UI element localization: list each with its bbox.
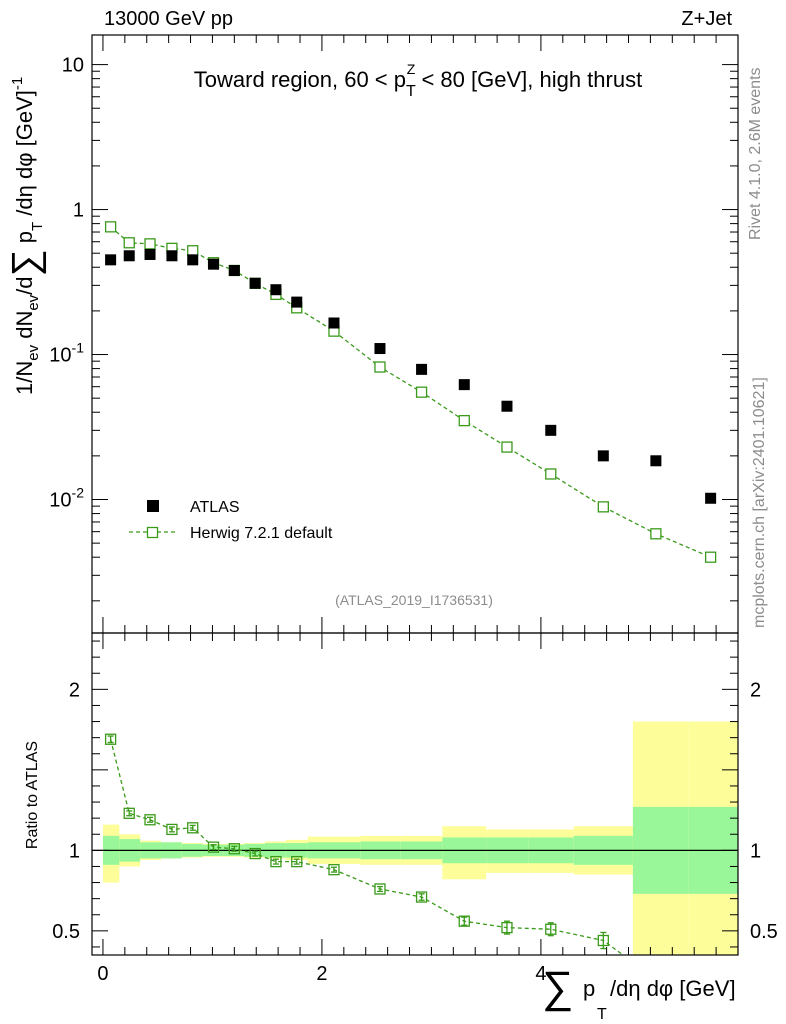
main-panel [91,34,739,634]
herwig-point [650,528,662,540]
atlas-point [249,277,261,289]
herwig-point [415,386,428,398]
herwig-point [187,245,199,257]
herwig-point [374,361,386,373]
rivet-label: Rivet 4.1.0, 2.6M events [747,67,764,240]
atlas-point [123,250,135,262]
ratio-y-tick-label-left: 0.5 [52,921,80,943]
herwig-ratio-point [328,864,340,876]
plot-title: Toward region, 60 < pTZ < 80 [GeV], high… [194,61,642,100]
plot-title-a: Toward region, 60 < p [194,67,406,92]
analysis-watermark: (ATLAS_2019_I1736531) [335,592,493,608]
x-axis-label-p: p [583,976,595,1001]
atlas-point [270,284,282,296]
legend-atlas-label: ATLAS [190,499,240,516]
herwig-ratio-point [123,807,135,819]
ratio-y-tick-label-right: 0.5 [750,921,778,943]
atlas-point [597,450,609,462]
herwig-ratio-point [166,823,178,836]
herwig-ratio-point [228,843,240,855]
herwig-ratio-point [104,733,117,745]
atlas-point [166,250,178,262]
herwig-ratio-point [291,855,303,868]
header-right-label: Z+Jet [681,8,732,30]
header-left-label: 13000 GeV pp [104,8,233,30]
atlas-point [705,492,717,504]
herwig-ratio-point [249,847,261,860]
atlas-point [545,424,557,436]
herwig-ratio-point [144,814,156,826]
legend-herwig-label: Herwig 7.2.1 default [190,525,333,542]
atlas-point [144,248,156,260]
ratio-y-tick-label-left: 1 [69,840,80,862]
legend-atlas-marker [147,500,159,512]
main-y-tick-label: 10-2 [49,485,84,512]
atlas-point [105,254,117,266]
herwig-ratio-point [187,822,199,834]
main-y-tick-label-exp: -2 [72,485,85,501]
x-tick-label: 2 [316,963,327,985]
x-axis-label: ∑ p T /dη dφ [GeV] [542,963,736,1023]
herwig-ratio-point [415,891,428,903]
herwig-ratio-point [270,855,282,868]
ratio-panel [91,632,739,956]
herwig-point [704,551,717,563]
herwig-ratio-point [545,923,557,935]
x-axis-label-sub: T [597,1006,607,1023]
atlas-point [458,379,470,391]
main-y-tick-label-exp: -1 [72,340,85,356]
herwig-point [458,414,470,427]
legend: ATLAS Herwig 7.2.1 default [129,499,333,542]
herwig-point [597,501,609,513]
plot-title-sup: Z [407,61,416,77]
herwig-point [545,468,557,480]
herwig-ratio-point [597,934,609,947]
atlas-point [208,258,220,270]
x-tick-label: 0 [97,963,108,985]
main-y-axis-label-text: 1/Nev dNev/d∑ pT /dη dφ [GeV]-1 [5,77,47,395]
atlas-point [416,363,428,375]
mcplots-label: mcplots.cern.ch [arXiv:2401.10621] [751,377,768,628]
ratio-y-axis-label: Ratio to ATLAS [24,741,41,849]
main-y-axis-label: 1/Nev dNev/d∑ pT /dη dφ [GeV]-1 [5,77,47,395]
main-y-tick-label: 10-1 [49,340,84,367]
herwig-ratio-point [458,915,470,927]
legend-herwig-marker [146,526,159,539]
herwig-point [501,441,513,453]
atlas-point [291,296,303,308]
ratio-y-tick-label-right: 2 [750,679,761,701]
herwig-point [123,237,135,249]
main-y-tick-label: 1 [73,200,84,222]
plot-title-sub: T [406,83,416,100]
herwig-ratio-point [501,921,513,934]
atlas-point [501,400,513,412]
main-y-tick-label: 10 [62,55,84,77]
herwig-point [144,238,156,250]
herwig-ratio-line [109,739,624,956]
atlas-point [374,343,386,355]
plot-title-b: < 80 [GeV], high thrust [415,67,642,92]
atlas-point [650,455,662,467]
x-axis-label-sum: ∑ [542,963,573,1012]
atlas-point [328,317,340,329]
ratio-y-tick-label-left: 2 [69,679,80,701]
herwig-ratio-point [374,883,386,895]
x-tick-label: 4 [535,963,546,985]
herwig-ratio-point [207,841,220,853]
herwig-point [104,221,117,233]
atlas-point [187,254,199,266]
x-axis-label-rest: /dη dφ [GeV] [610,976,736,1001]
atlas-point [228,264,240,276]
ratio-y-tick-label-right: 1 [750,840,761,862]
